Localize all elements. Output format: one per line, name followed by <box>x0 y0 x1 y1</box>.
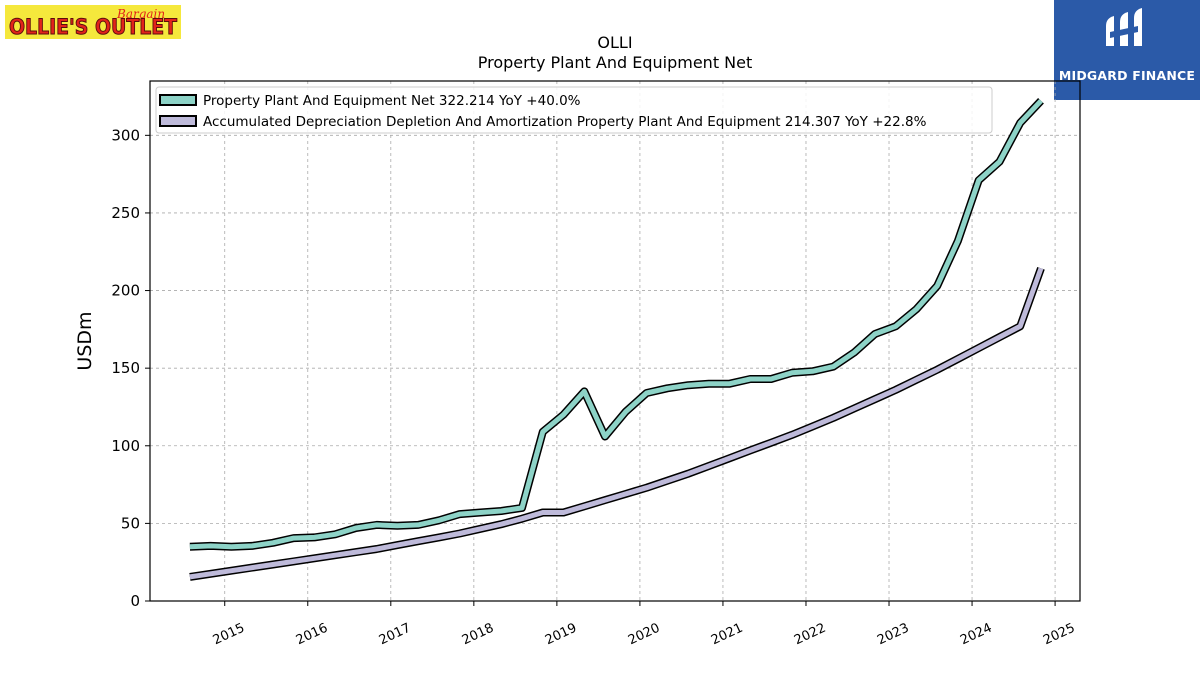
x-tick-label: 2018 <box>460 621 496 649</box>
x-tick-label: 2021 <box>709 621 745 649</box>
legend-label: Accumulated Depreciation Depletion And A… <box>203 114 927 130</box>
legend-swatch <box>159 94 197 106</box>
y-axis: 0 50 100 150 200 250 300 <box>111 126 150 610</box>
logo-ollies-outlet-text: OLLIE'S OUTLET <box>9 15 178 39</box>
logo-bargain-text: Bargain <box>116 7 165 21</box>
legend: Property Plant And Equipment Net 322.214… <box>155 86 993 134</box>
legend-box <box>155 86 993 134</box>
series-layer <box>189 98 1045 581</box>
plot-frame <box>149 80 1081 602</box>
chart-subtitle: Property Plant And Equipment Net <box>478 53 753 72</box>
x-tick-label: 2025 <box>1041 621 1077 649</box>
x-tick-label: 2020 <box>626 621 662 649</box>
grid <box>150 81 1080 602</box>
y-tick-label: 250 <box>111 204 140 222</box>
y-tick-label: 50 <box>121 514 140 532</box>
x-tick-label: 2024 <box>958 621 994 649</box>
x-tick-label: 2015 <box>211 621 247 649</box>
y-tick-label: 200 <box>111 282 140 300</box>
series-line-property-plant-and-equipment-net <box>189 99 1043 550</box>
y-tick-label: 0 <box>130 592 140 610</box>
x-tick-label: 2023 <box>875 621 911 649</box>
y-tick-label: 150 <box>111 359 140 377</box>
chart-title: OLLI <box>597 33 632 52</box>
x-tick-label: 2017 <box>377 621 413 649</box>
legend-label: Property Plant And Equipment Net 322.214… <box>203 93 581 109</box>
series-line-accumulated-depreciation-depletion-and-amortization-property-plant-and-equipment <box>189 267 1044 580</box>
midgard-finance-text: MIDGARD FINANCE <box>1058 68 1196 83</box>
x-tick-label: 2022 <box>792 621 828 649</box>
midgard-finance-logo: MIDGARD FINANCE <box>1054 0 1200 100</box>
x-axis: 2015 2016 2017 2018 2019 2020 2021 2022 2023 2024… <box>211 601 1077 649</box>
y-tick-label: 300 <box>111 126 140 144</box>
y-axis-label: USDm <box>74 311 96 370</box>
legend-swatch <box>159 115 197 127</box>
ollies-logo: Bargain OLLIE'S OUTLET <box>5 5 181 39</box>
midgard-logo-mark <box>1106 8 1142 46</box>
y-tick-label: 100 <box>111 437 140 455</box>
x-tick-label: 2016 <box>294 621 330 649</box>
series-outline-property-plant-and-equipment-net <box>189 98 1044 551</box>
x-tick-label: 2019 <box>543 621 579 649</box>
ollies-logo-graphic: Bargain OLLIE'S OUTLET <box>9 7 179 39</box>
